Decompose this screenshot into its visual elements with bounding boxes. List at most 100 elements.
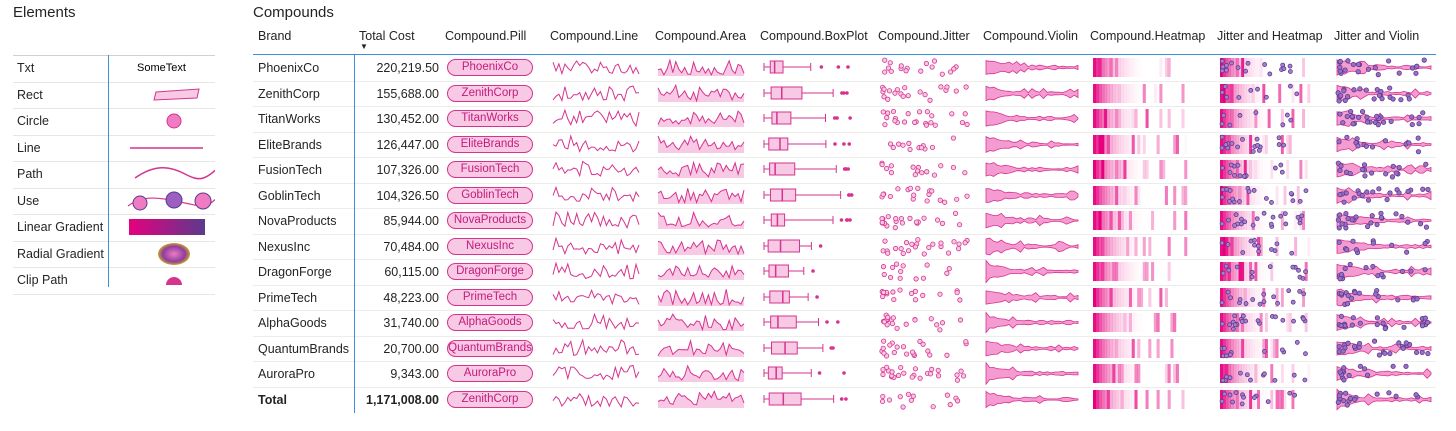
jitter-point xyxy=(956,241,962,247)
jitter-point xyxy=(1241,173,1247,179)
heatmap-cell xyxy=(1117,236,1121,256)
jitter-point xyxy=(1378,210,1384,216)
jitter-point xyxy=(1261,291,1267,297)
heatmap-cell xyxy=(1243,338,1247,358)
heatmap-cell xyxy=(1227,185,1231,205)
column-header-compound-heatmap[interactable]: Compound.Heatmap xyxy=(1090,29,1206,43)
boxplot-box xyxy=(771,111,792,125)
sort-descending-icon[interactable]: ▼ xyxy=(360,42,368,51)
heatmap xyxy=(1219,389,1298,409)
jitter-heatmap-cell xyxy=(1217,81,1313,107)
column-header-jitter-and-violin[interactable]: Jitter and Violin xyxy=(1334,29,1420,43)
jitter xyxy=(880,236,970,257)
column-header-compound-area[interactable]: Compound.Area xyxy=(655,29,747,43)
sparkline-path xyxy=(657,160,745,178)
element-label: Radial Gradient xyxy=(17,246,104,261)
jitter xyxy=(880,261,952,282)
heatmap xyxy=(1220,160,1308,179)
heatmap-cell xyxy=(1270,237,1273,256)
heatmap-cell xyxy=(1257,58,1261,77)
column-header-compound-jitter[interactable]: Compound.Jitter xyxy=(878,29,970,43)
jitter-point xyxy=(1341,397,1347,403)
compound-area-cell xyxy=(655,55,747,81)
compound-area-cell xyxy=(655,208,747,234)
heatmap-cell xyxy=(1280,211,1284,230)
heatmap-cell xyxy=(1109,364,1113,383)
jitter-point xyxy=(1219,121,1225,127)
jitter-point xyxy=(1413,391,1419,397)
jitter-point xyxy=(1253,110,1259,116)
heatmap-cell xyxy=(1159,83,1163,103)
heatmap-cell xyxy=(1281,237,1284,256)
jitter-point xyxy=(1393,393,1399,399)
heatmap-cell xyxy=(1173,160,1176,179)
jitter-point xyxy=(1239,216,1244,222)
violin xyxy=(1336,108,1432,128)
heatmap-cell xyxy=(1176,237,1179,256)
jitter-point xyxy=(1251,394,1257,400)
heatmap-cell xyxy=(1154,288,1157,307)
jitter-point xyxy=(1393,170,1399,176)
compound-jitter-cell xyxy=(878,361,974,387)
jitter-point xyxy=(922,91,928,97)
heatmap-cell xyxy=(1173,211,1177,230)
heatmap-cell xyxy=(1222,236,1226,256)
heatmap-cell xyxy=(1241,262,1245,281)
heatmap-cell xyxy=(1157,237,1160,256)
boxplot xyxy=(763,162,850,176)
column-header-compound-boxplot[interactable]: Compound.BoxPlot xyxy=(760,29,868,43)
heatmap-cell xyxy=(1106,262,1110,281)
heatmap-cell xyxy=(1299,339,1302,358)
compound-line-cell xyxy=(550,361,642,387)
elements-title: Elements xyxy=(13,4,76,21)
heatmap-cell xyxy=(1220,364,1223,383)
heatmap-cell xyxy=(1157,211,1160,230)
compound-jitter-cell xyxy=(878,208,974,234)
line-sample xyxy=(130,146,203,149)
heatmap-cell xyxy=(1284,262,1287,281)
column-header-compound-line[interactable]: Compound.Line xyxy=(550,29,639,43)
heatmap-cell xyxy=(1148,287,1152,307)
column-header-total-cost[interactable]: Total Cost xyxy=(359,29,415,43)
jitter-point xyxy=(1230,399,1235,404)
jitter-violin-cell xyxy=(1334,55,1434,81)
heatmap-cell xyxy=(1109,338,1113,358)
column-header-jitter-and-heatmap[interactable]: Jitter and Heatmap xyxy=(1217,29,1323,43)
heatmap-cell xyxy=(1286,160,1290,179)
heatmap-cell xyxy=(1241,109,1245,128)
column-header-brand[interactable]: Brand xyxy=(258,29,292,43)
violin xyxy=(985,212,1079,229)
path-sample xyxy=(134,167,215,180)
heatmap-cell xyxy=(1146,288,1149,307)
jitter-point xyxy=(1422,267,1428,273)
jitter-point xyxy=(1303,269,1308,275)
jitter-point xyxy=(1419,323,1426,329)
heatmap-cell xyxy=(1123,236,1127,256)
heatmap-cell xyxy=(1241,134,1245,154)
heatmap-cell xyxy=(1283,185,1287,205)
jitter-point xyxy=(1235,162,1241,168)
heatmap-cell xyxy=(1168,313,1171,332)
heatmap-cell xyxy=(1140,339,1143,358)
heatmap-cell xyxy=(1251,338,1255,358)
brand-cell: DragonForge xyxy=(258,265,332,279)
jitter-point xyxy=(901,370,907,376)
jitter-point xyxy=(1248,87,1254,93)
heatmap-cell xyxy=(1137,185,1141,205)
jitter-point xyxy=(1222,391,1227,396)
heatmap-cell xyxy=(1115,134,1119,154)
heatmap-cell xyxy=(1101,109,1105,128)
compound-violin-cell xyxy=(983,55,1081,81)
column-header-compound-violin[interactable]: Compound.Violin xyxy=(983,29,1078,43)
jitter xyxy=(887,134,957,152)
heatmap-cell xyxy=(1140,58,1143,77)
heatmap-cell xyxy=(1233,236,1237,256)
column-header-compound-pill[interactable]: Compound.Pill xyxy=(445,29,527,43)
jitter-point xyxy=(1406,95,1412,101)
jitter-point xyxy=(891,296,897,302)
heatmap-cell xyxy=(1148,390,1151,409)
jitter-point xyxy=(1267,264,1273,270)
jitter-point xyxy=(1291,372,1297,378)
jitter-point xyxy=(964,193,970,199)
jitter-point xyxy=(1396,164,1402,171)
